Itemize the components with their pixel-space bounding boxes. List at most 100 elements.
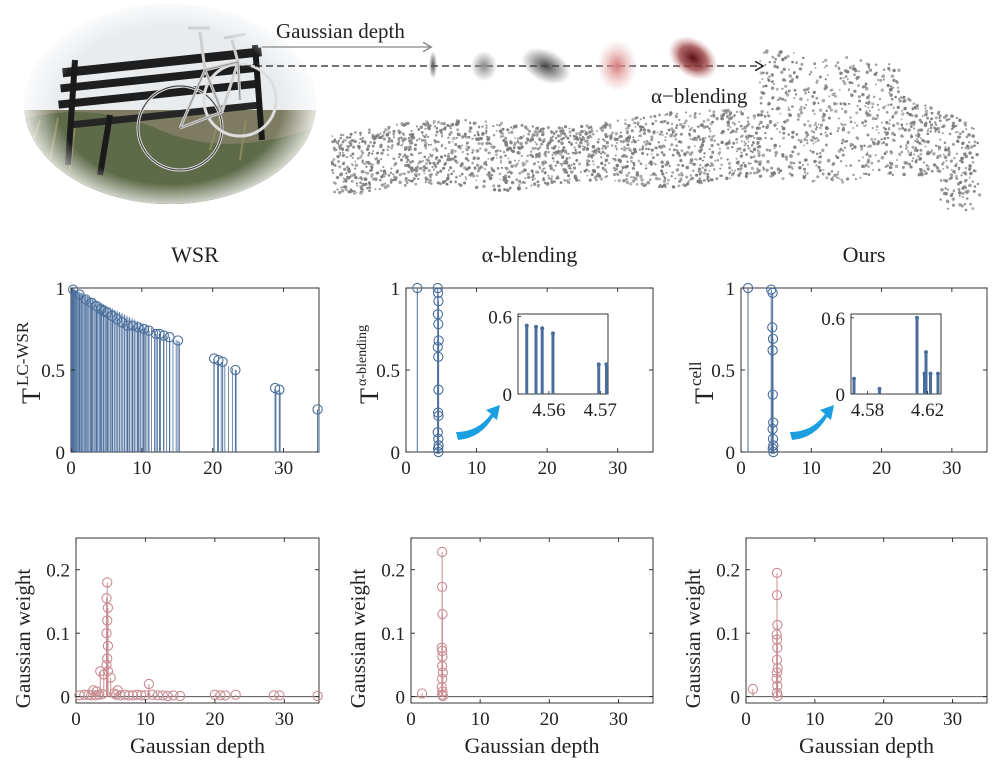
cloud-point — [559, 163, 562, 165]
cloud-point — [640, 151, 645, 156]
cloud-point — [731, 129, 735, 133]
cloud-point — [549, 166, 553, 171]
cloud-point — [536, 147, 540, 151]
cloud-point — [902, 135, 905, 138]
cloud-point — [841, 123, 845, 127]
x-tick-label: 20 — [538, 458, 557, 479]
cloud-point — [786, 54, 790, 58]
cloud-point — [725, 176, 729, 181]
cloud-point — [446, 124, 449, 127]
cloud-point — [496, 167, 500, 170]
cloud-point — [359, 137, 362, 141]
cloud-point — [662, 153, 666, 157]
cloud-point — [391, 173, 395, 176]
cloud-point — [759, 101, 763, 105]
cloud-point — [404, 178, 408, 183]
cloud-point — [811, 150, 815, 154]
cloud-point — [861, 156, 865, 159]
cloud-point — [551, 135, 554, 139]
cloud-point — [853, 89, 857, 93]
cloud-point — [604, 159, 608, 163]
cloud-point — [868, 68, 873, 72]
cloud-point — [864, 87, 869, 91]
cloud-point — [837, 149, 841, 153]
cloud-point — [502, 138, 506, 143]
cloud-point — [975, 152, 979, 157]
cloud-point — [907, 162, 912, 166]
cloud-point — [703, 178, 707, 182]
cloud-point — [688, 152, 693, 156]
stem-marker — [101, 659, 112, 671]
cloud-point — [841, 149, 845, 152]
cloud-point — [568, 156, 571, 159]
y-tick-label: 1 — [726, 279, 736, 300]
cloud-point — [530, 150, 532, 153]
cloud-point — [875, 125, 879, 128]
cloud-point — [649, 178, 652, 181]
cloud-point — [919, 148, 923, 152]
cloud-point — [510, 164, 514, 168]
cloud-point — [372, 150, 375, 152]
cloud-point — [711, 151, 715, 155]
cloud-point — [592, 150, 596, 154]
cloud-point — [571, 128, 575, 132]
cloud-point — [806, 163, 810, 166]
cloud-point — [542, 178, 546, 182]
cloud-point — [728, 116, 733, 121]
cloud-point — [468, 126, 473, 130]
cloud-point — [491, 157, 494, 159]
cloud-point — [532, 162, 536, 166]
cloud-point — [746, 120, 750, 123]
inset-marker — [534, 324, 538, 329]
cloud-point — [365, 171, 370, 176]
cloud-point — [880, 142, 884, 145]
cloud-point — [750, 166, 755, 171]
cloud-point — [424, 180, 428, 184]
stem-marker — [437, 667, 448, 678]
cloud-point — [701, 137, 705, 141]
cloud-point — [639, 174, 643, 179]
cloud-point — [886, 83, 890, 88]
cloud-point — [874, 63, 878, 66]
cloud-point — [361, 188, 364, 191]
cloud-point — [781, 97, 785, 101]
cloud-point — [476, 133, 480, 136]
cloud-point — [874, 138, 877, 141]
cloud-point — [695, 173, 699, 177]
cloud-point — [782, 136, 785, 140]
cloud-point — [372, 141, 376, 145]
cloud-point — [861, 164, 865, 168]
cloud-point — [636, 121, 640, 125]
cloud-point — [747, 162, 750, 165]
cloud-point — [556, 134, 560, 138]
cloud-point — [401, 143, 404, 145]
cloud-point — [552, 169, 555, 172]
cloud-point — [831, 176, 834, 179]
cloud-point — [818, 160, 822, 164]
cloud-point — [415, 174, 418, 178]
cloud-point — [360, 169, 365, 174]
cloud-point — [963, 185, 967, 188]
cloud-point — [826, 158, 831, 163]
cloud-point — [907, 129, 911, 132]
cloud-point — [523, 125, 528, 129]
cloud-point — [506, 171, 509, 174]
cloud-point — [482, 179, 486, 183]
cloud-point — [759, 71, 764, 75]
cloud-point — [437, 171, 440, 174]
cloud-point — [693, 136, 697, 139]
cloud-point — [752, 171, 756, 175]
cloud-point — [547, 174, 550, 177]
cloud-point — [495, 153, 498, 157]
cloud-point — [914, 106, 917, 110]
inset-marker — [928, 371, 933, 376]
cloud-point — [423, 172, 426, 175]
cloud-point — [803, 144, 806, 147]
cloud-point — [503, 141, 508, 145]
cloud-point — [830, 170, 834, 173]
cloud-point — [620, 147, 623, 150]
cloud-point — [479, 165, 483, 168]
cloud-point — [976, 142, 979, 145]
cloud-point — [552, 145, 557, 150]
